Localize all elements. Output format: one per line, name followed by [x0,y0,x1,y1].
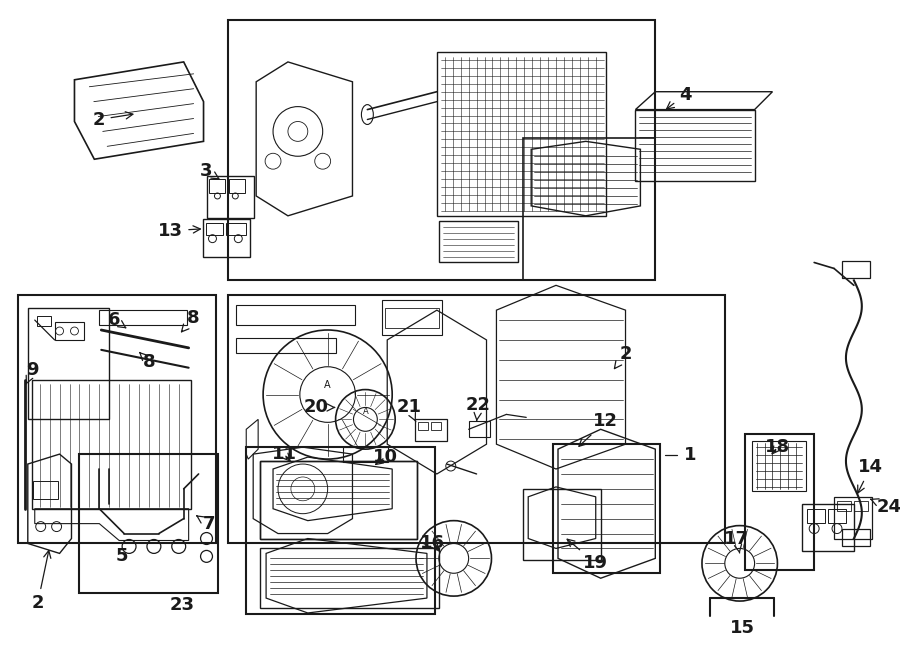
Text: 7: 7 [197,515,215,533]
Bar [828,509,846,523]
Bar [230,179,245,193]
Bar [18,295,216,543]
Text: 11: 11 [272,445,296,463]
Text: 15: 15 [730,619,755,637]
Bar [418,422,428,430]
Bar [553,444,661,573]
Bar [842,529,869,547]
Bar [837,501,850,511]
Text: 4: 4 [667,86,691,109]
Bar [247,447,435,614]
Bar [32,379,191,509]
Text: 2: 2 [93,110,133,128]
Text: 19: 19 [567,539,608,572]
Text: A: A [363,407,368,416]
Text: 9: 9 [26,361,39,384]
Bar [523,489,600,561]
Bar [842,260,869,278]
Bar [237,338,336,353]
Text: 6: 6 [108,311,126,329]
Text: 2: 2 [615,345,632,369]
Bar [260,461,417,539]
Bar [752,441,806,491]
Bar [237,305,356,325]
Text: A: A [324,379,331,389]
Bar [28,308,109,419]
Bar [55,322,85,340]
Bar [431,422,441,430]
Text: 8: 8 [140,352,155,371]
Text: 13: 13 [158,221,201,240]
Bar [37,316,50,326]
Bar [229,20,655,280]
Bar [415,419,446,441]
Text: 20: 20 [303,399,335,416]
Text: 17: 17 [724,529,749,553]
Bar [854,501,868,511]
Text: 14: 14 [858,458,883,493]
Bar [229,295,724,543]
Text: 18: 18 [765,438,790,456]
Text: 3: 3 [201,162,219,180]
Bar [79,454,219,593]
Bar [385,308,439,328]
Text: 5: 5 [116,547,129,565]
Text: 22: 22 [466,397,491,420]
Text: 12: 12 [579,412,618,446]
Bar [469,421,491,437]
Text: 2: 2 [32,551,50,612]
Bar [802,504,854,551]
Text: 21: 21 [397,399,421,422]
Bar [382,300,442,335]
Bar [436,52,606,216]
Text: 16: 16 [420,535,446,553]
Bar [206,176,254,218]
Bar [227,223,247,235]
Text: 8: 8 [182,309,200,332]
Bar [834,497,872,539]
Text: 23: 23 [169,596,194,614]
Bar [343,447,388,462]
Bar [205,223,223,235]
Bar [210,179,225,193]
Text: 10: 10 [373,448,398,466]
Bar [202,219,250,256]
Text: 1: 1 [684,446,697,464]
Bar [32,481,58,499]
Bar [99,310,186,325]
Bar [635,110,754,181]
Bar [523,138,655,280]
Text: 24: 24 [870,498,900,516]
Bar [807,509,825,523]
Bar [260,549,439,608]
Bar [744,434,814,570]
Bar [439,221,518,262]
Bar [260,461,417,539]
